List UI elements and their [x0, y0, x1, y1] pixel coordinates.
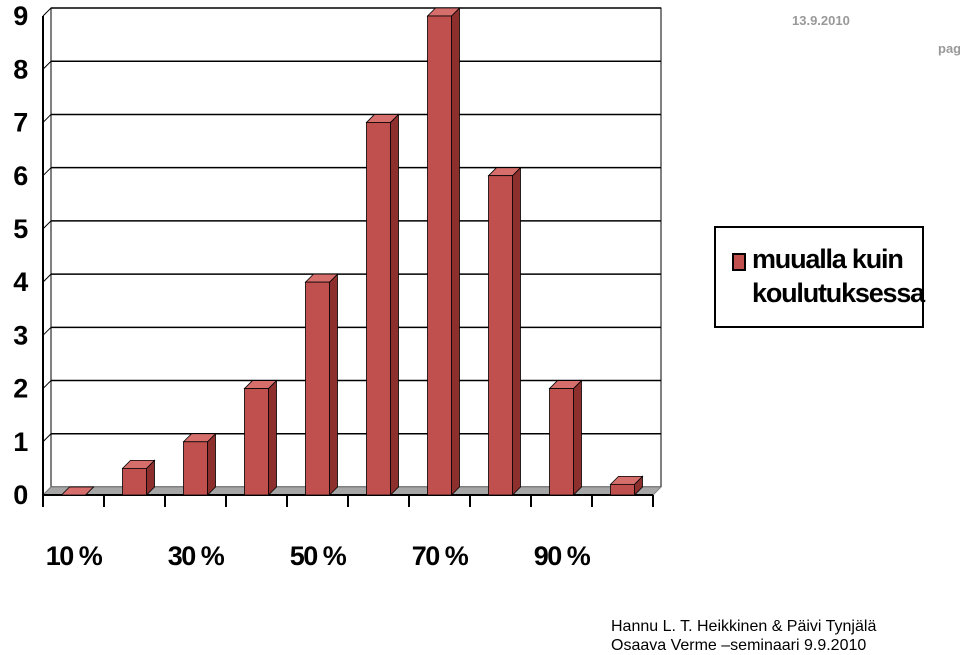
page-label: pag	[938, 41, 960, 56]
date: 13.9.2010	[792, 13, 850, 28]
grid-line-side	[42, 60, 52, 70]
x-tick-label: 90 %	[534, 541, 591, 571]
y-tick-label: 3	[13, 320, 28, 350]
y-tick-label: 9	[13, 1, 28, 31]
grid-line-side	[42, 167, 52, 177]
bar	[427, 15, 452, 496]
footer-line: Hannu L. T. Heikkinen & Päivi Tynjälä	[611, 618, 877, 635]
bar	[244, 388, 269, 496]
grid-line-side	[42, 433, 52, 443]
bar-top	[60, 486, 95, 496]
legend-label: muualla kuin koulutuksessa	[752, 244, 925, 308]
bar-side	[268, 379, 277, 496]
bar-side	[573, 379, 582, 496]
bar-side	[329, 273, 338, 496]
y-tick-label: 5	[13, 214, 28, 244]
y-tick-label: 8	[13, 54, 28, 84]
bar	[610, 483, 635, 496]
y-tick-label: 7	[13, 108, 27, 138]
x-tick-label: 50 %	[290, 541, 347, 571]
y-tick-label: 2	[13, 374, 27, 404]
bar-side	[390, 113, 399, 496]
y-tick-label: 0	[13, 480, 27, 510]
y-tick-label: 6	[13, 161, 28, 191]
bar	[183, 441, 208, 496]
footer: Hannu L. T. Heikkinen & Päivi Tynjälä Os…	[611, 617, 876, 655]
grid-line-side	[42, 220, 52, 230]
footer-line: Osaava Verme –seminaari 9.9.2010	[611, 637, 867, 654]
grid-line-side	[42, 7, 52, 17]
x-tick-label: 30 %	[168, 541, 225, 571]
bar-side	[512, 166, 521, 496]
y-tick-label: 4	[13, 267, 28, 297]
bar	[305, 281, 330, 496]
bar-side	[451, 7, 460, 496]
y-tick-label: 1	[13, 427, 28, 457]
legend-swatch	[732, 253, 746, 271]
x-tick-label: 10 %	[46, 541, 103, 571]
bar	[366, 122, 391, 496]
legend: muualla kuin koulutuksessa	[714, 226, 925, 328]
grid-line-side	[42, 114, 52, 123]
bar	[549, 388, 574, 496]
bar-side	[207, 432, 216, 496]
bar	[488, 175, 513, 496]
x-tick-label: 70 %	[412, 541, 469, 571]
grid-line-side	[42, 380, 52, 389]
grid-line-side	[42, 326, 52, 336]
bar	[122, 467, 147, 496]
grid-line-side	[42, 273, 52, 283]
